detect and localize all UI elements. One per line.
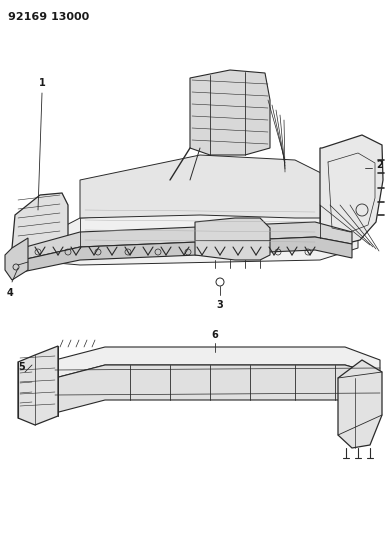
Polygon shape [12, 193, 68, 262]
Text: 4: 4 [7, 288, 14, 298]
Polygon shape [190, 70, 270, 155]
Polygon shape [320, 135, 383, 245]
Text: 1: 1 [39, 78, 45, 88]
Text: 6: 6 [212, 330, 218, 340]
Polygon shape [22, 237, 352, 272]
Polygon shape [22, 205, 358, 265]
Polygon shape [55, 347, 380, 378]
Polygon shape [55, 365, 380, 415]
Polygon shape [195, 218, 270, 260]
Polygon shape [5, 238, 28, 280]
Polygon shape [80, 155, 325, 218]
Text: 3: 3 [217, 300, 223, 310]
Polygon shape [18, 346, 58, 425]
Text: 2: 2 [376, 160, 383, 170]
Polygon shape [338, 360, 382, 448]
Text: 5: 5 [19, 362, 26, 372]
Text: 92169 13000: 92169 13000 [8, 12, 89, 22]
Polygon shape [22, 222, 352, 260]
